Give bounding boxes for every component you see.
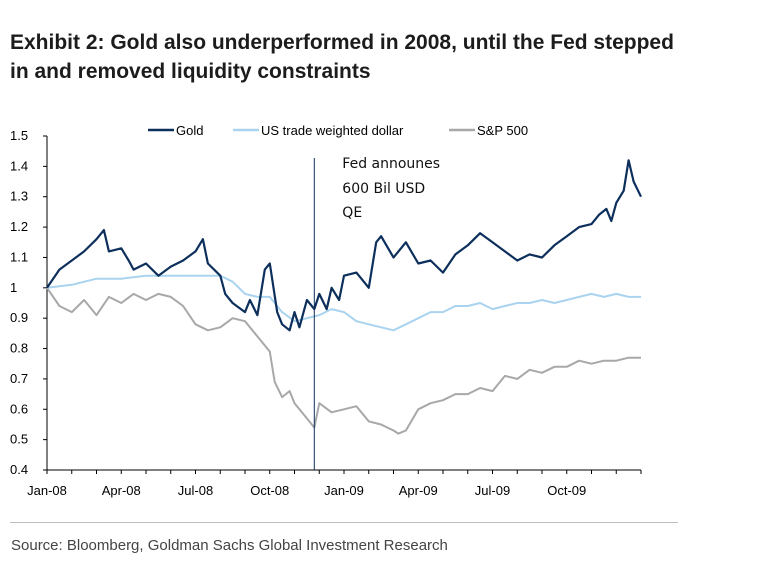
y-tick-label: 1.3 — [10, 189, 28, 204]
y-tick-label: 1 — [10, 280, 17, 295]
legend-label-sp500: S&P 500 — [477, 123, 528, 138]
x-tick-label: Jan-09 — [324, 483, 364, 498]
x-tick-label: Oct-08 — [250, 483, 289, 498]
y-tick-label: 0.7 — [10, 371, 28, 386]
series-line-dollar — [46, 274, 641, 332]
y-tick-label: 1.2 — [10, 219, 28, 234]
y-tick-label: 0.5 — [10, 432, 28, 447]
chart-legend: Gold US trade weighted dollar S&P 500 — [148, 123, 528, 138]
chart-title: Exhibit 2: Gold also underperformed in 2… — [10, 28, 750, 86]
source-divider — [10, 522, 678, 523]
legend-label-dollar: US trade weighted dollar — [261, 123, 404, 138]
x-tick-label: Oct-09 — [547, 483, 586, 498]
y-tick-label: 1.5 — [10, 128, 28, 143]
annotation-line-3: QE — [342, 205, 362, 221]
y-tick-label: 0.9 — [10, 310, 28, 325]
x-tick-label: Jul-09 — [475, 483, 510, 498]
x-tick-label: Jul-08 — [178, 483, 213, 498]
x-tick-label: Jan-08 — [27, 483, 67, 498]
x-tick-label: Apr-09 — [399, 483, 438, 498]
title-line-1: Exhibit 2: Gold also underperformed in 2… — [10, 31, 674, 54]
y-tick-label: 1.1 — [10, 249, 28, 264]
chart-axes: 0.4 0.5 0.6 0.7 0.8 0.9 1 1.1 1.2 1.3 1.4 1.5 Jan-08… — [10, 128, 642, 498]
line-chart: 0.4 0.5 0.6 0.7 0.8 0.9 1 1.1 1.2 1.3 1.4 1.5 Jan-08… — [10, 123, 642, 498]
fed-annotation: Fed announes 600 Bil USD QE — [313, 156, 440, 470]
title-line-2: in and removed liquidity constraints — [10, 60, 371, 83]
series-line-sp500 — [46, 287, 641, 435]
annotation-line-1: Fed announes — [342, 156, 440, 172]
x-tick-label: Apr-08 — [102, 483, 141, 498]
y-tick-label: 0.4 — [10, 462, 28, 477]
y-tick-label: 0.8 — [10, 341, 28, 356]
y-tick-label: 0.6 — [10, 401, 28, 416]
series-line-gold — [46, 159, 642, 332]
y-tick-label: 1.4 — [10, 158, 28, 173]
source-note: Source: Bloomberg, Goldman Sachs Global … — [11, 537, 448, 554]
chart-series — [46, 159, 642, 435]
legend-label-gold: Gold — [176, 123, 203, 138]
annotation-line-2: 600 Bil USD — [342, 181, 425, 197]
